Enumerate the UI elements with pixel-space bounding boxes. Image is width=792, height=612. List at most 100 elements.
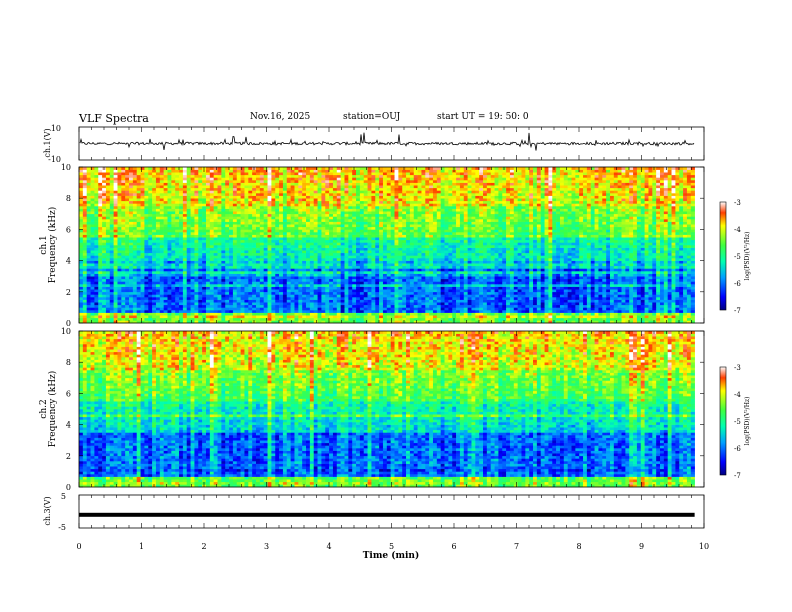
spectrogram-cell bbox=[375, 302, 380, 306]
spectrogram-cell bbox=[306, 289, 311, 293]
spectrogram-cell bbox=[425, 276, 430, 280]
spectrogram-cell bbox=[394, 307, 399, 311]
spectrogram-cell bbox=[506, 315, 511, 319]
spectrogram-cell bbox=[571, 291, 576, 295]
spectrogram-cell bbox=[390, 245, 395, 248]
spectrogram-cell bbox=[552, 291, 557, 295]
spectrogram-cell bbox=[525, 247, 530, 251]
spectrogram-cell bbox=[679, 310, 684, 313]
spectrogram-cell bbox=[533, 320, 538, 324]
spectrogram-cell bbox=[402, 268, 407, 272]
spectrogram-cell bbox=[590, 247, 595, 251]
spectrogram-cell bbox=[163, 304, 168, 308]
spectrogram-cell bbox=[617, 294, 622, 298]
spectrogram-cell bbox=[190, 268, 195, 272]
spectrogram-cell bbox=[494, 286, 499, 290]
spectrogram-cell bbox=[660, 294, 665, 298]
spectrogram-cell bbox=[317, 291, 322, 295]
spectrogram-cell bbox=[517, 247, 522, 251]
spectrogram-cell bbox=[629, 247, 634, 251]
spectrogram-cell bbox=[556, 317, 561, 321]
spectrogram-cell bbox=[271, 299, 276, 303]
spectrogram-cell bbox=[479, 289, 484, 293]
spectrogram-cell bbox=[448, 299, 453, 303]
spectrogram-cell bbox=[148, 302, 153, 306]
spectrogram-cell bbox=[209, 291, 214, 295]
spectrogram-cell bbox=[575, 310, 580, 313]
spectrogram-cell bbox=[533, 315, 538, 319]
spectrogram-cell bbox=[279, 307, 284, 311]
spectrogram-cell bbox=[313, 312, 318, 316]
spectrogram-cell bbox=[98, 242, 103, 246]
spectrogram-cell bbox=[583, 317, 588, 321]
spectrogram-cell bbox=[398, 255, 403, 259]
spectrogram-cell bbox=[252, 245, 257, 248]
spectrogram-cell bbox=[236, 289, 241, 293]
spectrogram-cell bbox=[690, 250, 695, 254]
spectrogram-cell bbox=[575, 252, 580, 256]
spectrogram-cell bbox=[186, 294, 191, 298]
spectrogram-cell bbox=[282, 247, 288, 251]
spectrogram-cell bbox=[82, 247, 87, 251]
spectrogram-cell bbox=[409, 255, 415, 259]
spectrogram-cell bbox=[363, 289, 368, 293]
spectrogram-cell bbox=[175, 271, 180, 274]
spectrogram-cell bbox=[105, 299, 111, 303]
spectrogram-cell bbox=[675, 247, 680, 251]
spectrogram-cell bbox=[402, 271, 407, 274]
spectrogram-cell bbox=[686, 276, 692, 280]
spectrogram-cell bbox=[279, 273, 284, 277]
spectrogram-cell bbox=[509, 247, 515, 251]
spectrogram-cell bbox=[229, 276, 234, 280]
spectrogram-cell bbox=[213, 317, 218, 321]
spectrogram-cell bbox=[571, 304, 576, 308]
spectrogram-cell bbox=[417, 271, 422, 274]
spectrogram-cell bbox=[148, 291, 153, 295]
spectrogram-cell bbox=[456, 276, 461, 280]
spectrogram-cell bbox=[648, 294, 653, 298]
spectrogram-cell bbox=[683, 312, 688, 316]
spectrogram-cell bbox=[194, 268, 199, 272]
spectrogram-cell bbox=[609, 289, 615, 293]
spectrogram-cell bbox=[382, 294, 388, 298]
spectrogram-cell bbox=[498, 284, 503, 287]
spectrogram-cell bbox=[633, 307, 638, 311]
spectrogram-cell bbox=[367, 284, 372, 287]
spectrogram-cell bbox=[444, 255, 449, 259]
spectrogram-cell bbox=[198, 284, 203, 287]
spectrogram-cell bbox=[509, 294, 515, 298]
spectrogram-cell bbox=[171, 250, 176, 254]
spectrogram-cell bbox=[129, 258, 134, 261]
spectrogram-cell bbox=[179, 281, 184, 285]
spectrogram-cell bbox=[306, 242, 311, 246]
spectrogram-cell bbox=[629, 278, 634, 282]
spectrogram-cell bbox=[198, 268, 203, 272]
spectrogram-cell bbox=[609, 307, 615, 311]
spectrogram-cell bbox=[221, 294, 226, 298]
spectrogram-cell bbox=[552, 286, 557, 290]
spectrogram-cell bbox=[244, 297, 249, 300]
spectrogram-cell bbox=[586, 255, 592, 259]
spectrogram-cell bbox=[483, 268, 488, 272]
spectrogram-cell bbox=[575, 250, 580, 254]
spectrogram-cell bbox=[636, 299, 642, 303]
spectrogram-cell bbox=[309, 307, 315, 311]
spectrogram-cell bbox=[583, 268, 588, 272]
spectrogram-cell bbox=[282, 281, 288, 285]
spectrogram-cell bbox=[656, 294, 661, 298]
spectrogram-cell bbox=[229, 255, 234, 259]
spectrogram-cell bbox=[109, 242, 114, 246]
spectrogram-cell bbox=[667, 315, 672, 319]
spectrogram-cell bbox=[267, 247, 272, 251]
spectrogram-cell bbox=[621, 263, 626, 267]
spectrogram-cell bbox=[479, 268, 484, 272]
spectrogram-cell bbox=[159, 252, 164, 256]
spectrogram-cell bbox=[579, 276, 584, 280]
spectrogram-cell bbox=[205, 245, 211, 248]
spectrogram-cell bbox=[663, 258, 668, 261]
spectrogram-cell bbox=[456, 289, 461, 293]
spectrogram-cell bbox=[286, 291, 291, 295]
spectrogram-cell bbox=[306, 284, 311, 287]
spectrogram-cell bbox=[575, 260, 580, 264]
spectrogram-cell bbox=[217, 258, 222, 261]
